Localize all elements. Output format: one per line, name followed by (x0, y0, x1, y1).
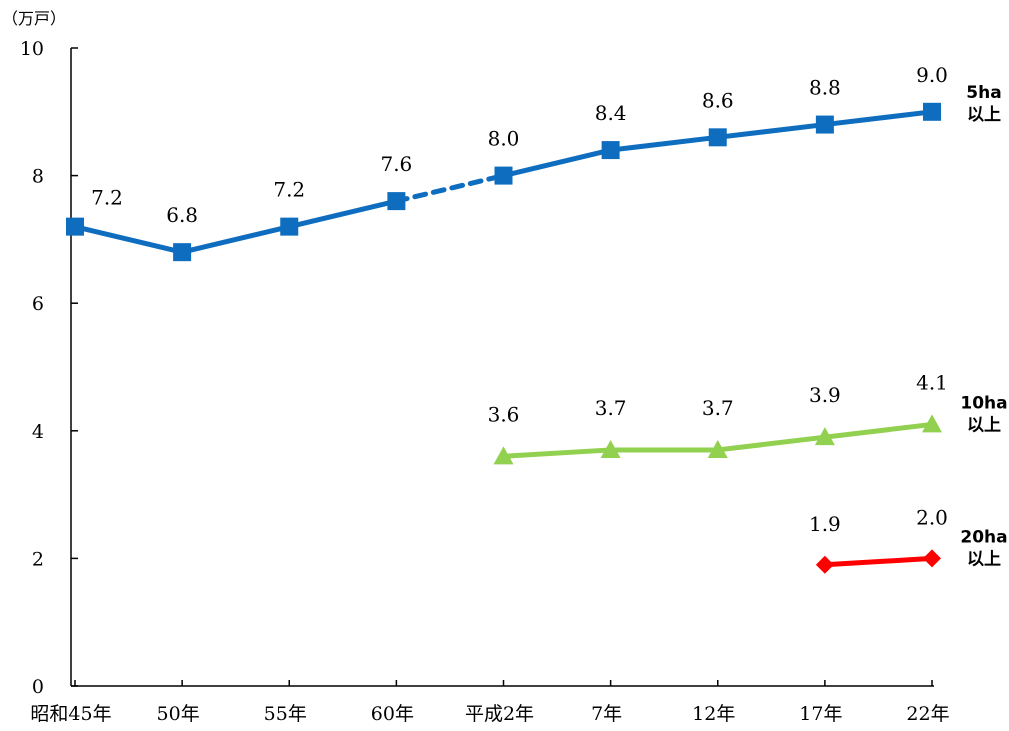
series-name-line: 20ha (960, 527, 1007, 547)
data-label: 2.0 (916, 505, 948, 529)
triangle-marker (600, 439, 621, 458)
data-label: 9.0 (916, 63, 948, 87)
square-marker (494, 166, 513, 185)
y-tick-label: 0 (32, 676, 44, 698)
data-label: 7.2 (91, 186, 123, 210)
data-label: 4.1 (916, 370, 948, 394)
triangle-marker (922, 414, 942, 433)
triangle-marker (493, 446, 514, 465)
square-marker (387, 192, 406, 211)
series-name-line: 5ha (966, 83, 1001, 103)
square-marker (66, 217, 84, 236)
x-tick-label: 12年 (692, 703, 735, 725)
y-tick-label: 2 (32, 548, 44, 570)
x-tick-label: 22年 (906, 703, 949, 725)
data-label: 7.2 (273, 178, 305, 202)
series-line-segment (822, 109, 935, 128)
series-2: 1.9 2.0 (809, 505, 948, 574)
plot-area: 7.2 6.8 7.2 7.6 8.0 8.4 8.6 8.8 9.0 3.6 3.7 3.7 3.9 4… (66, 63, 948, 574)
series-line-segment (608, 134, 721, 153)
data-label: 6.8 (166, 203, 198, 227)
axes: 0 2 4 6 8 10 昭和45年 50年 55年 60年 平成2年 7年 12年 17年 22年 (20, 38, 950, 725)
series-name-label: 5ha 以上 (966, 83, 1001, 125)
data-label: 1.9 (809, 512, 841, 536)
x-tick-label: 60年 (371, 703, 414, 725)
square-marker (280, 217, 299, 236)
triangle-marker (814, 427, 835, 446)
y-tick-label: 8 (32, 166, 44, 188)
square-marker (601, 141, 620, 160)
diamond-marker (923, 549, 941, 568)
data-label: 3.6 (488, 402, 520, 426)
series-name-label: 10ha 以上 (960, 393, 1007, 435)
series-name-line: 以上 (967, 549, 1001, 569)
series-line-segment (501, 147, 614, 179)
data-label: 7.6 (380, 152, 412, 176)
square-marker (708, 128, 727, 147)
series-line-segment (501, 447, 614, 459)
diamond-marker (815, 555, 834, 574)
data-label: 8.6 (702, 88, 734, 112)
x-tick-label: 55年 (264, 703, 307, 725)
series-line-segment (822, 555, 935, 568)
y-tick-label: 4 (32, 421, 44, 443)
series-name-label: 20ha 以上 (960, 527, 1007, 569)
series-line-segment (715, 434, 828, 453)
triangle-marker (707, 439, 728, 458)
series-line-segment (286, 198, 399, 230)
series-1: 3.6 3.7 3.7 3.9 4.1 (488, 370, 948, 465)
x-tick-label: 17年 (799, 703, 842, 725)
data-label: 3.7 (702, 396, 734, 420)
square-marker (173, 243, 192, 262)
series-name-line: 以上 (967, 415, 1001, 435)
series-line-segment (393, 173, 506, 204)
series-name-line: 10ha (960, 393, 1007, 413)
series-line-segment (822, 421, 935, 440)
data-label: 8.4 (595, 101, 627, 125)
y-axis-unit-label: （万戸） (2, 9, 66, 28)
x-tick-label: 7年 (591, 703, 622, 725)
series-line-segment (179, 224, 292, 255)
x-tick-label: 50年 (157, 703, 200, 725)
data-label: 3.9 (809, 383, 841, 407)
series-0: 7.2 6.8 7.2 7.6 8.0 8.4 8.6 8.8 9.0 (66, 63, 948, 262)
y-tick-label: 10 (20, 38, 44, 60)
series-line-segment (715, 122, 828, 140)
x-tick-label: 昭和45年 (30, 703, 111, 725)
y-tick-label: 6 (32, 293, 44, 315)
x-tick-label: 平成2年 (465, 703, 534, 725)
data-label: 8.0 (488, 127, 520, 151)
data-label: 8.8 (809, 76, 841, 100)
series-name-line: 以上 (967, 105, 1001, 125)
data-label: 3.7 (595, 396, 627, 420)
square-marker (923, 102, 941, 121)
square-marker (815, 115, 834, 134)
series-line-segment (72, 224, 185, 255)
